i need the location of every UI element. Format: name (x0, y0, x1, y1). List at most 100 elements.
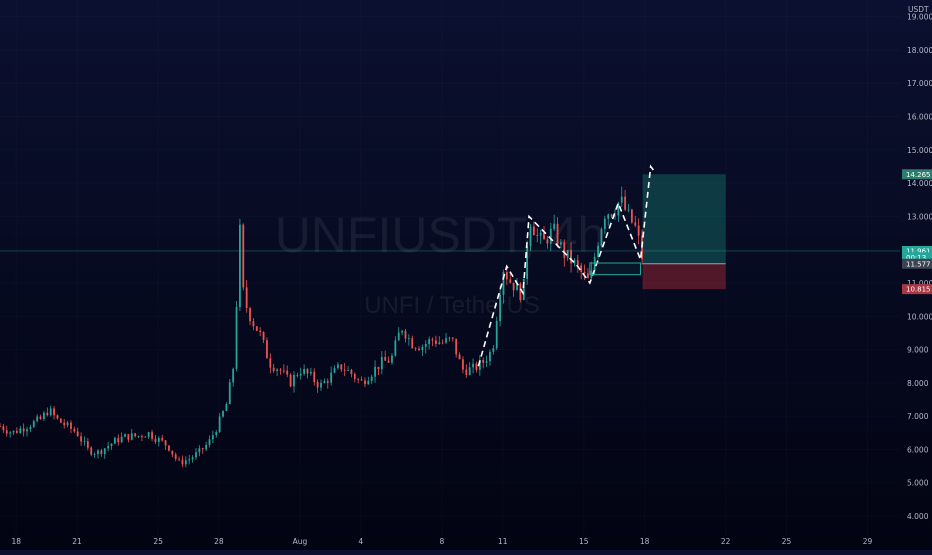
candle-body (323, 380, 326, 383)
candle-body (472, 363, 474, 368)
candle-body (218, 416, 221, 433)
candle-body (603, 218, 606, 230)
candle-body (614, 215, 616, 217)
candle-body (573, 260, 576, 264)
candle-body (445, 338, 447, 343)
x-tick-label: 4 (358, 537, 363, 546)
candle-body (357, 379, 360, 380)
candle-body (448, 337, 451, 339)
candle-body (147, 432, 150, 437)
candle-body (76, 431, 79, 437)
price-axis[interactable]: USDT 4.000 5.000 6.000 7.000 8.000 9.000 10.00… (0, 5, 932, 521)
candle-body (9, 432, 12, 434)
position-zones (0, 174, 900, 290)
candle-body (343, 369, 346, 371)
candle-body (556, 223, 559, 245)
candle-body (522, 278, 525, 300)
candle-body (259, 330, 262, 333)
candle-body (404, 330, 407, 339)
candle-body (32, 421, 35, 428)
candle-body (49, 408, 52, 416)
candle-body (374, 366, 376, 377)
stop-zone[interactable] (642, 263, 726, 290)
candle-body (43, 412, 45, 420)
y-tick-label: 16.000 (907, 113, 932, 122)
x-tick-label: 25 (782, 537, 792, 546)
candle-body (181, 459, 184, 465)
price-tag-label: 11.577 (906, 260, 931, 268)
candle-body (86, 441, 89, 448)
candle-body (475, 363, 478, 370)
candle-body (144, 436, 147, 438)
candle-body (215, 432, 218, 436)
y-tick-label: 15.000 (907, 146, 932, 155)
candle-body (93, 454, 96, 455)
candle-body (201, 448, 204, 450)
candle-body (66, 422, 69, 426)
candle-body (583, 271, 586, 274)
price-tag-label: 11.961 (906, 247, 931, 255)
candle-body (157, 437, 160, 442)
candle-body (208, 439, 211, 445)
candle-body (293, 375, 295, 387)
candle-body (337, 364, 339, 369)
candle-body (560, 242, 562, 245)
candle-body (242, 224, 245, 288)
candle-body (360, 379, 363, 381)
candle-body (563, 242, 566, 258)
y-tick-label: 8.000 (907, 379, 929, 388)
price-axis-unit: USDT (908, 5, 929, 14)
candle-body (107, 446, 110, 449)
candle-body (164, 440, 167, 446)
y-tick-label: 11.000 (907, 279, 932, 288)
candle-body (117, 437, 120, 443)
candle-body (424, 344, 427, 347)
candle-body (407, 338, 410, 339)
candle-body (22, 428, 25, 432)
candle-body (485, 361, 488, 363)
candle-body (83, 441, 86, 443)
candle-body (350, 369, 353, 375)
target-zone[interactable] (642, 174, 726, 264)
candle-body (154, 438, 157, 442)
candle-body (570, 250, 572, 264)
candle-body (225, 404, 228, 412)
candle-body (489, 351, 491, 362)
candle-body (195, 452, 197, 458)
candle-body (255, 326, 258, 331)
candle-body (286, 370, 289, 375)
candle-body (505, 271, 508, 280)
candle-body (397, 332, 400, 341)
candle-body (279, 369, 282, 371)
y-tick-label: 17.000 (907, 79, 932, 88)
candle-body (370, 376, 373, 381)
support-box[interactable] (589, 262, 642, 276)
candle-body (29, 427, 32, 430)
candle-body (127, 434, 130, 440)
candle-body (174, 454, 177, 459)
candle-body (316, 382, 319, 388)
price-tag-label: 14.265 (906, 171, 931, 179)
candle-body (627, 209, 630, 211)
candle-body (2, 426, 5, 431)
candle-body (130, 433, 133, 440)
candle-body (266, 340, 268, 359)
time-axis[interactable]: 18 21 25 28 Aug 4 8 11 15 18 22 25 29 (11, 0, 872, 546)
candle-body (367, 380, 370, 385)
y-tick-label: 18.000 (907, 46, 932, 55)
candle-body (347, 369, 349, 371)
candle-body (543, 232, 545, 240)
price-tag (902, 252, 932, 263)
candle-body (70, 422, 72, 429)
candle-body (137, 435, 140, 437)
y-tick-label: 10.000 (907, 312, 932, 321)
candle-body (56, 415, 59, 419)
pattern-path[interactable] (477, 164, 657, 367)
candle-body (113, 437, 116, 444)
candle-body (245, 287, 248, 309)
candle-body (252, 321, 255, 327)
candle-body (492, 348, 495, 352)
candle-body (597, 245, 599, 257)
